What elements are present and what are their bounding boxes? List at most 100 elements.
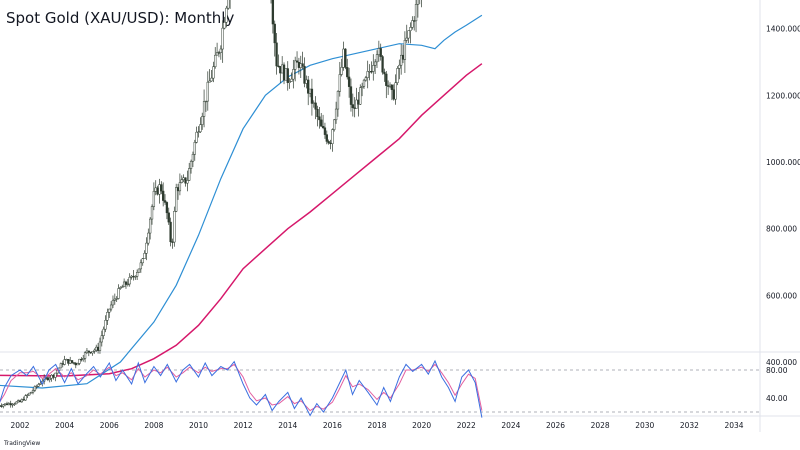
x-tick-label: 2032 [680,421,699,430]
candle-body [72,362,76,364]
candle-body [106,311,109,321]
x-tick-label: 2022 [457,421,476,430]
candle-body [102,328,105,336]
candle-body [227,0,230,9]
candle-body [173,211,176,243]
x-tick-label: 2034 [724,421,743,430]
candle-body [65,359,68,361]
x-tick-label: 2026 [546,421,565,430]
candle-body [134,276,137,278]
candle-body [193,142,196,155]
candle-body [108,308,111,313]
candle-body [204,100,208,103]
candle-body [305,79,308,84]
y-tick-label: 1400.000 [766,25,800,34]
candle-body [145,242,148,254]
x-tick-label: 2028 [591,421,610,430]
candle-body [22,399,25,401]
candle-body [409,27,412,31]
x-tick-label: 2012 [234,421,253,430]
candle-body [152,191,156,207]
candle-body [141,258,144,264]
candle-body [217,52,221,54]
candle-body [199,124,202,133]
candle-body [279,66,282,74]
candle-body [225,7,228,23]
candle-body [46,377,50,381]
candle-body [48,377,51,381]
candle-body [375,54,379,63]
candle-body [93,349,96,352]
x-tick-label: 2016 [323,421,342,430]
candle-body [301,63,304,67]
candle-body [388,84,392,87]
candle-body [214,54,217,67]
candle-body [189,161,193,169]
candle-body [379,48,382,57]
candle-body [74,362,77,366]
candle-body [76,363,79,366]
moving-average-fast [0,14,483,389]
candle-body [294,60,297,70]
candle-body [24,395,27,401]
candle-body [312,102,315,104]
candle-body [338,74,341,92]
candle-body [167,212,170,223]
candle-body [59,363,63,369]
candle-body [321,126,325,129]
candle-body [314,102,317,110]
candle-body [316,109,319,117]
candle-body [39,383,42,385]
candle-body [334,108,338,121]
candle-body [201,116,204,125]
candle-body [310,88,314,104]
candle-body [37,384,40,387]
candle-body [69,360,72,364]
candle-body [344,48,347,68]
candle-body [333,119,336,130]
candle-body [195,131,198,143]
candle-body [35,385,38,388]
candle-body [221,27,224,50]
x-tick-label: 2020 [412,421,431,430]
x-tick-label: 2014 [278,421,297,430]
candle-body [13,403,16,405]
candle-body [357,99,360,105]
candle-body [327,141,330,144]
candle-body [320,119,323,127]
candle-body [281,64,284,74]
candle-body [219,48,222,53]
candle-body [360,86,364,88]
candle-body [323,127,327,135]
candle-body [122,281,126,288]
candle-body [414,4,418,22]
candle-body [297,62,301,68]
candle-body [282,64,286,81]
x-tick-label: 2006 [100,421,119,430]
candle-body [329,142,332,145]
candle-body [342,48,345,68]
candle-body [89,351,92,354]
candle-body [178,182,182,192]
candle-body [96,346,100,351]
candle-body [113,298,116,301]
candle-body [184,177,187,184]
candle-body [197,131,200,133]
candle-body [396,68,399,83]
candle-body [98,341,102,351]
candle-body [9,403,12,406]
candle-body [104,320,107,330]
candle-body [413,20,416,22]
candle-body [191,154,195,162]
candle-body [325,134,328,142]
candle-body [82,358,85,360]
candle-body [186,180,189,184]
candle-body [0,405,3,407]
chart-title: Spot Gold (XAU/USD): Monthly [6,9,235,27]
y-tick-label: 400.000 [766,358,797,367]
candle-body [132,275,135,278]
candle-body [128,277,131,285]
candle-body [156,187,159,195]
